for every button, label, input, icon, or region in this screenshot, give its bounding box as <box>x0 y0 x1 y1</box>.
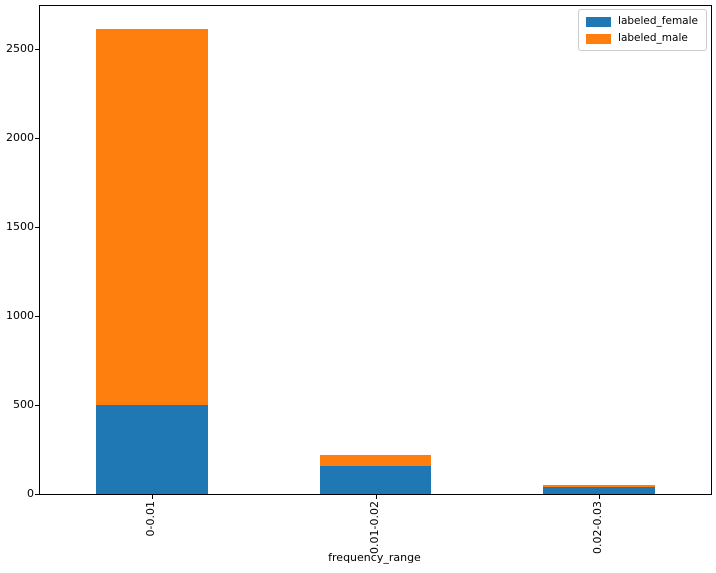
x-tick-mark <box>599 495 601 499</box>
legend-label: labeled_female <box>618 15 698 27</box>
plot-area: labeled_female labeled_male <box>39 5 712 495</box>
x-tick-label: 0.02-0.03 <box>591 501 605 554</box>
x-tick-mark <box>375 495 377 499</box>
y-tick-mark <box>35 404 39 406</box>
bar-segment-labeled_female <box>543 486 656 494</box>
bar-segment-labeled_female <box>319 465 432 494</box>
bar-segment-labeled_male <box>543 485 656 487</box>
y-tick-label: 2500 <box>6 41 34 55</box>
bar-group-0.02-0.03 <box>543 485 656 494</box>
y-tick-label: 1500 <box>6 219 34 233</box>
y-tick-mark <box>35 137 39 139</box>
legend-row-labeled_female: labeled_female <box>586 13 698 30</box>
x-tick-mark <box>151 495 153 499</box>
y-tick-mark <box>35 48 39 50</box>
y-tick-mark <box>35 226 39 228</box>
bar-segment-labeled_male <box>319 454 432 466</box>
bar-group-0.01-0.02 <box>319 454 432 494</box>
bar-group-0-0.01 <box>95 29 208 494</box>
y-tick-label: 500 <box>13 397 34 411</box>
x-axis-label: frequency_range <box>328 551 421 564</box>
y-tick-mark <box>35 494 39 495</box>
y-tick-label: 1000 <box>6 308 34 322</box>
legend-color-patch <box>586 33 612 44</box>
y-tick-label: 2000 <box>6 130 34 144</box>
legend-label: labeled_male <box>618 32 688 44</box>
bar-segment-labeled_male <box>95 29 208 405</box>
y-tick-label: 0 <box>27 487 34 500</box>
legend: labeled_female labeled_male <box>578 9 707 51</box>
bar-segment-labeled_female <box>95 404 208 494</box>
x-tick-label: 0.01-0.02 <box>367 501 381 554</box>
x-tick-label: 0-0.01 <box>143 501 157 537</box>
legend-row-labeled_male: labeled_male <box>586 30 698 47</box>
y-tick-mark <box>35 315 39 317</box>
legend-color-patch <box>586 16 612 27</box>
